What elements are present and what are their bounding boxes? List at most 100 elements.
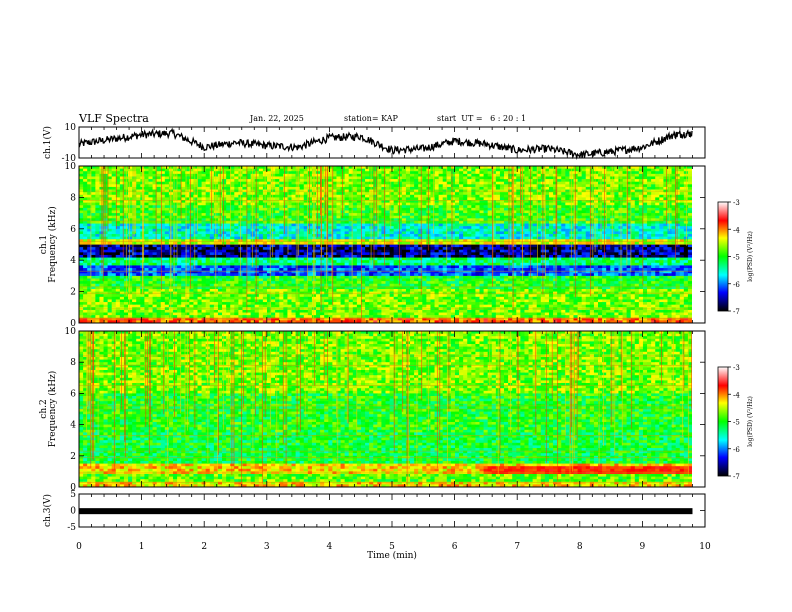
ch1-spec-cell xyxy=(647,192,651,195)
ch1-spec-cell xyxy=(386,182,390,185)
ch1-spec-cell xyxy=(484,171,488,174)
ch1-spec-cell xyxy=(345,197,349,200)
ch1-spec-cell xyxy=(91,195,95,198)
ch1-spec-cell xyxy=(549,192,553,195)
ch1-spec-cell xyxy=(296,171,300,174)
ch1-spec-cell xyxy=(631,195,635,198)
ch1-spec-cell xyxy=(467,174,471,177)
ch1-spec-cell xyxy=(471,184,475,187)
ch1-spec-cell xyxy=(206,174,210,177)
ch1-spec-cell xyxy=(663,195,667,198)
ch1-spec-cell xyxy=(165,169,169,172)
ch1-spec-cell xyxy=(463,182,467,185)
ch1-spec-cell xyxy=(230,171,234,174)
ch1-spec-cell xyxy=(230,169,234,172)
ch1-spec-cell xyxy=(447,169,451,172)
ch1-spec-cell xyxy=(455,184,459,187)
ch1-spec-cell xyxy=(112,184,116,187)
ch1-spec-cell xyxy=(144,195,148,198)
ch1-spec-cell xyxy=(234,169,238,172)
ch1-spec-cell xyxy=(635,176,639,179)
ch1-spec-cell xyxy=(144,182,148,185)
ch1-spec-cell xyxy=(202,174,206,177)
ch1-spec-cell xyxy=(234,192,238,195)
ch1-spec-cell xyxy=(386,195,390,198)
ch1-spec-cell xyxy=(95,174,99,177)
ch1-spec-cell xyxy=(414,192,418,195)
ch1-spec-cell xyxy=(414,179,418,182)
ch1-spec-cell xyxy=(488,174,492,177)
ch1-spec-cell xyxy=(430,179,434,182)
ch1-spec-cell xyxy=(398,184,402,187)
ch1-spec-cell xyxy=(688,169,692,172)
ch1-spec-cell xyxy=(112,182,116,185)
ch1-spec-cell xyxy=(631,169,635,172)
ch1-spec-cell xyxy=(267,174,271,177)
ch1-spec-cell xyxy=(226,179,230,182)
ch1-spec-cell xyxy=(357,197,361,200)
ch1-spec-cell xyxy=(181,179,185,182)
ch1-spec-cell xyxy=(586,179,590,182)
ch1-spec-cell xyxy=(148,182,152,185)
ch1-spec-cell xyxy=(394,171,398,174)
ch1-spec-cell xyxy=(447,184,451,187)
ch1-spec-cell xyxy=(659,171,663,174)
ch1-spec-cell xyxy=(300,192,304,195)
ch1-spec-cell xyxy=(202,176,206,179)
ch1-spec-cell xyxy=(230,182,234,185)
ch1-spec-cell xyxy=(439,182,443,185)
ch1-spec-cell xyxy=(234,171,238,174)
ch1-spec-cell xyxy=(414,169,418,172)
ch1-spec-cell xyxy=(79,187,83,190)
ch1-spec-cell xyxy=(533,192,537,195)
ch1-spec-cell xyxy=(394,176,398,179)
ch1-spec-cell xyxy=(451,179,455,182)
ch1-spec-cell xyxy=(279,176,283,179)
ch1-spec-cell xyxy=(475,184,479,187)
ch1-spec-cell xyxy=(226,174,230,177)
ch1-spec-cell xyxy=(414,197,418,200)
ch1-spec-cell xyxy=(500,192,504,195)
ch1-spec-cell xyxy=(647,176,651,179)
ch1-spec-cell xyxy=(381,195,385,198)
ch1-spec-cell xyxy=(430,174,434,177)
ch1-spec-cell xyxy=(414,184,418,187)
ch1-spec-cell xyxy=(251,174,255,177)
ch1-spec-cell xyxy=(459,192,463,195)
ch1-spec-cell xyxy=(336,187,340,190)
ch1-spec-cell xyxy=(316,195,320,198)
ch1-spec-cell xyxy=(157,169,161,172)
ch1-spec-cell xyxy=(586,174,590,177)
ch1-spec-cell xyxy=(655,182,659,185)
ch1-spec-cell xyxy=(222,179,226,182)
ch1-spec-cell xyxy=(292,187,296,190)
ch1-spec-cell xyxy=(488,169,492,172)
ch1-spec-cell xyxy=(467,187,471,190)
ch1-spec-cell xyxy=(222,174,226,177)
ch1-spec-cell xyxy=(410,179,414,182)
ch1-spec-cell xyxy=(451,195,455,198)
ch1-spec-cell xyxy=(475,197,479,200)
ch1-spec-cell xyxy=(651,182,655,185)
ch1-spec-cell xyxy=(565,174,569,177)
ch1-spec-cell xyxy=(79,179,83,182)
ch1-spec-cell xyxy=(91,203,95,206)
ch1-spec-cell xyxy=(406,174,410,177)
ch1-spec-cell xyxy=(365,187,369,190)
ch1-spec-cell xyxy=(308,171,312,174)
ch1-spec-cell xyxy=(255,179,259,182)
ch1-spec-cell xyxy=(202,184,206,187)
ch1-spec-cell xyxy=(230,197,234,200)
ch1-spec-cell xyxy=(91,184,95,187)
ch1-spec-cell xyxy=(242,176,246,179)
ch1-spec-cell xyxy=(655,187,659,190)
ch1-spec-cell xyxy=(222,182,226,185)
ch1-spec-cell xyxy=(357,176,361,179)
ch1-spec-cell xyxy=(316,182,320,185)
ch1-spec-cell xyxy=(381,176,385,179)
ch1-spec-cell xyxy=(394,179,398,182)
ch1-spec-cell xyxy=(242,179,246,182)
ch1-spec-cell xyxy=(390,192,394,195)
ch1-spec-cell xyxy=(95,187,99,190)
ch1-spec-cell xyxy=(398,169,402,172)
